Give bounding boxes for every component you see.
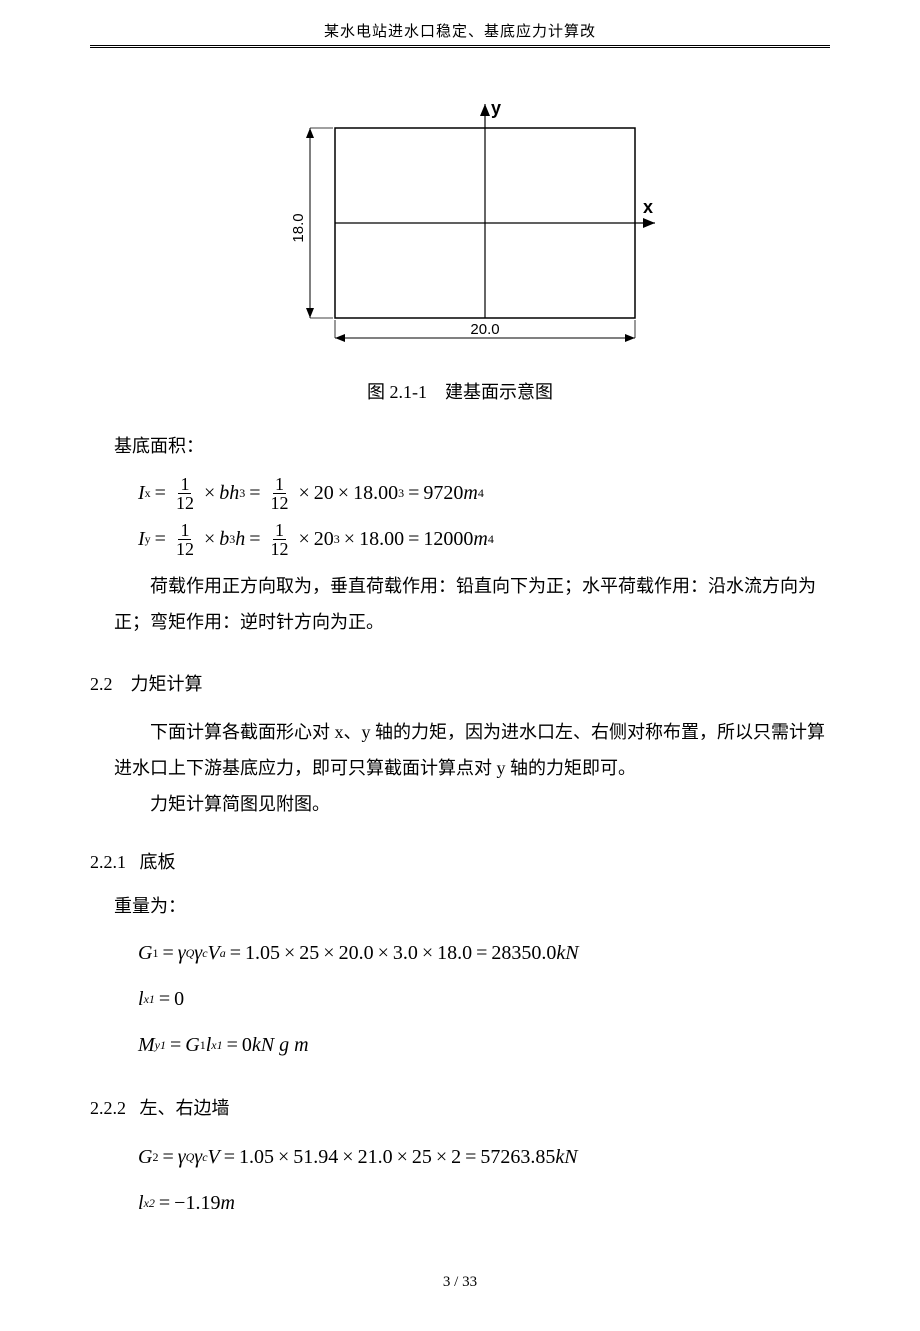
heading-2-2: 2.2 力矩计算	[90, 670, 830, 696]
eq-Ix-lhs: I	[138, 482, 145, 505]
y-arrowhead	[480, 104, 490, 116]
sec22-p2: 力矩计算简图见附图。	[114, 786, 830, 822]
dim-w-label: 20.0	[470, 321, 499, 338]
fig-title: 建基面示意图	[445, 382, 553, 402]
eq-Iy-lhs: I	[138, 528, 145, 551]
eq-G2-block: G2 = γQγcV =1.05 ×51.94 ×21.0 ×25 ×2 =57…	[138, 1134, 830, 1226]
base-area-label: 基底面积：	[114, 428, 830, 464]
header-rule	[90, 45, 830, 46]
eq-G2: G2 = γQγcV =1.05 ×51.94 ×21.0 ×25 ×2 =57…	[138, 1134, 830, 1180]
page: 某水电站进水口稳定、基底应力计算改 x y 18.0	[0, 20, 920, 1291]
dim-h-arrow-top	[306, 128, 314, 138]
h3-title-2: 左、右边墙	[140, 1098, 230, 1118]
h2-num: 2.2	[90, 674, 113, 694]
eq-G1: G1 = γQγcVa =1.05 ×25 ×20.0 ×3.0 ×18.0 =…	[138, 930, 830, 976]
y-label: y	[491, 98, 501, 118]
foundation-diagram: x y 18.0 20.0	[90, 98, 830, 368]
dim-h-arrow-bot	[306, 308, 314, 318]
eq-G1-block: G1 = γQγcVa =1.05 ×25 ×20.0 ×3.0 ×18.0 =…	[138, 930, 830, 1068]
weight-label: 重量为：	[114, 888, 830, 924]
eq-Ix-line: Ix = 112 × bh3 = 112 ×20 ×18.003 =9720 m…	[138, 470, 830, 516]
diagram-svg: x y 18.0 20.0	[265, 98, 655, 368]
h2-title: 力矩计算	[131, 674, 203, 694]
x-label: x	[643, 197, 653, 217]
h3-title: 底板	[140, 852, 176, 872]
load-direction-text: 荷载作用正方向取为，垂直荷载作用：铅直向下为正；水平荷载作用：沿水流方向为正；弯…	[114, 568, 830, 640]
frac-1-12: 112	[174, 475, 196, 512]
eq-Ix-sub: x	[145, 486, 151, 501]
eq-Ix-bh: bh	[219, 482, 239, 505]
fig-number: 图 2.1-1	[367, 382, 427, 402]
h3-num-2: 2.2.2	[90, 1098, 126, 1118]
h3-num: 2.2.1	[90, 852, 126, 872]
dim-h-label: 18.0	[290, 213, 307, 242]
header-rule-inner	[90, 47, 830, 48]
eq-lx1: lx1 =0	[138, 976, 830, 1022]
eq-Iy-line: Iy = 112 × b3h = 112 ×203 ×18.00 =12000 …	[138, 516, 830, 562]
frac-1-12b: 112	[269, 475, 291, 512]
dim-w-arrow-l	[335, 334, 345, 342]
sec22-p1: 下面计算各截面形心对 x、y 轴的力矩，因为进水口左、右侧对称布置，所以只需计算…	[114, 714, 830, 786]
dim-w-arrow-r	[625, 334, 635, 342]
x-arrowhead	[643, 218, 655, 228]
heading-2-2-1: 2.2.1 底板	[90, 848, 830, 874]
eq-My1: My1 = G1lx1 =0 kN g m	[138, 1022, 830, 1068]
running-header: 某水电站进水口稳定、基底应力计算改	[90, 20, 830, 41]
eq-lx2: lx2 =−1.19 m	[138, 1180, 830, 1226]
heading-2-2-2: 2.2.2 左、右边墙	[90, 1094, 830, 1120]
figure-caption: 图 2.1-1 建基面示意图	[90, 378, 830, 404]
page-number: 3 / 33	[90, 1274, 830, 1291]
eq-Ix: Ix = 112 × bh3 = 112 ×20 ×18.003 =9720 m…	[138, 470, 830, 562]
